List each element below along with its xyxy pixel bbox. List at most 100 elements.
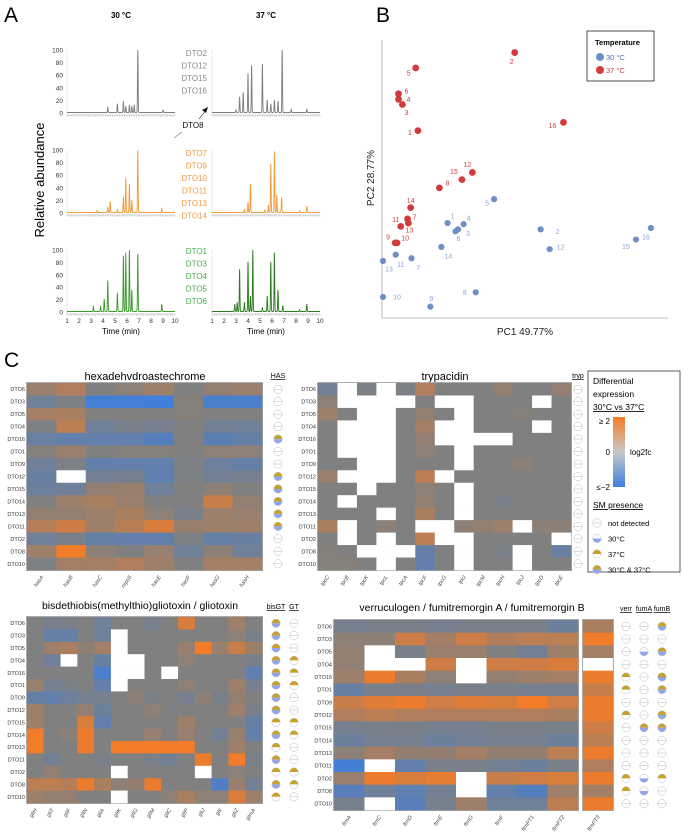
heatmap-cell: [94, 654, 112, 667]
heatmap-cell: [551, 457, 572, 471]
pca-point-label: 8: [463, 290, 467, 297]
heatmap-cell: [110, 691, 129, 705]
heatmap-cell: [27, 457, 57, 471]
heatmap-cell: [337, 395, 358, 409]
heatmap-cell: [356, 470, 377, 484]
presence-fumB-b: [657, 685, 667, 695]
presence-circle-icon: [271, 792, 281, 802]
presence-circle-icon: [271, 755, 281, 765]
heatmap-cell: [194, 765, 212, 779]
bottom-half-30: [273, 513, 283, 519]
presence-GT-n: [289, 742, 299, 752]
heatmap-cell: [144, 778, 162, 791]
heatmap-cell: [27, 778, 45, 791]
presence-bisGT-37: [271, 717, 281, 727]
pca-point-37-16: [560, 119, 567, 126]
row-label: DTO15: [7, 487, 25, 493]
column-label: gliC: [163, 808, 173, 819]
pca-point-label: 13: [405, 228, 413, 235]
heatmap-cell: [110, 629, 129, 643]
heatmap-cell: [127, 679, 145, 692]
presence-verr-n: [621, 621, 631, 631]
heatmap-cell: [173, 495, 204, 508]
heatmap-cell: [415, 520, 436, 533]
heatmap-cell: [473, 532, 494, 546]
heatmap-cell: [547, 645, 579, 659]
heatmap-cell: [94, 629, 112, 643]
heatmap-cell: [434, 545, 455, 558]
presence-circle-icon: [271, 655, 281, 665]
heatmap-cell: [356, 395, 377, 409]
column-label: ftmE: [433, 814, 445, 827]
row-label: DTO16: [7, 671, 25, 677]
top-half-37: [273, 434, 283, 440]
y-tick-label: 40: [56, 85, 64, 92]
presence-fumA-n: [639, 634, 649, 644]
heatmap-cell: [178, 716, 196, 729]
heatmap-cell: [356, 520, 377, 533]
heatmap-cell: [473, 420, 494, 434]
bottom-half-30: [639, 778, 649, 783]
heatmap-cell: [512, 383, 533, 396]
presence-fumB-37: [657, 773, 667, 783]
heatmap-cell: [456, 696, 487, 709]
presence-tryp-n: [573, 384, 583, 394]
heatmap-cell: [356, 532, 377, 546]
heatmap-cell: [532, 383, 552, 396]
heatmap-cell: [551, 520, 572, 533]
presence-fumB-n: [657, 659, 667, 669]
x-tick-label: 9: [161, 318, 165, 325]
heatmap-cell: [434, 482, 455, 496]
heatmap-cell: [85, 557, 116, 571]
heatmap-cell: [364, 721, 396, 735]
heatmap-cell: [144, 617, 162, 630]
heatmap-cell: [583, 746, 613, 760]
strain-label: DTO5: [186, 285, 208, 294]
top-half-37: [621, 774, 631, 779]
presence-GT-n: [289, 631, 299, 641]
strain-label: DTO9: [186, 162, 208, 171]
bottom-half-30: [639, 727, 649, 732]
pca-point-30-14: [438, 243, 445, 251]
top-half-37: [271, 681, 281, 686]
pca-point-label: 7: [417, 265, 421, 272]
column-label: ftmC: [372, 815, 384, 828]
pca-point-37-1: [414, 127, 422, 135]
heatmap-cell: [486, 696, 518, 709]
pca-point-30-2: [537, 226, 544, 233]
heatmap-cell: [56, 545, 87, 558]
heatmap-cell: [583, 658, 613, 671]
heatmap-cell: [144, 679, 162, 692]
heatmap-cell: [161, 666, 179, 680]
heatmap-cell: [493, 520, 513, 533]
presence-circle-icon: [639, 647, 649, 657]
heatmap-cell: [434, 383, 455, 396]
heatmap-cell: [43, 666, 61, 680]
heatmap-cell: [395, 632, 426, 646]
heatmap-cell: [517, 784, 548, 798]
heatmap-cell: [473, 470, 494, 484]
x-axis-label: Time (min): [247, 327, 285, 336]
heatmap-cell: [144, 482, 175, 496]
heatmap-cell: [144, 470, 175, 484]
heatmap-cell: [364, 759, 396, 773]
column-label: ftmPT1: [521, 815, 536, 833]
heatmap-cell: [486, 620, 518, 633]
heatmap-cell: [43, 765, 61, 779]
heatmap-title: hexadehvdroastechrome: [84, 371, 205, 383]
heatmap-cell: [211, 753, 229, 767]
heatmap-cell: [245, 629, 263, 643]
heatmap-cell: [512, 507, 533, 521]
presence-tryp-n: [573, 472, 583, 481]
presence-GT-37: [289, 767, 299, 777]
presence-circle-icon: [639, 723, 649, 733]
heatmap-cell: [56, 557, 87, 571]
heatmap-cell: [77, 691, 95, 705]
heatmap-cell: [517, 620, 548, 633]
presence-verr-37: [621, 786, 631, 796]
column-label: gliK: [113, 807, 123, 818]
heatmap-cell: [364, 658, 396, 671]
presence-tryp-n: [573, 534, 583, 544]
heatmap-cell: [43, 654, 61, 667]
heatmap-cell: [551, 532, 572, 546]
